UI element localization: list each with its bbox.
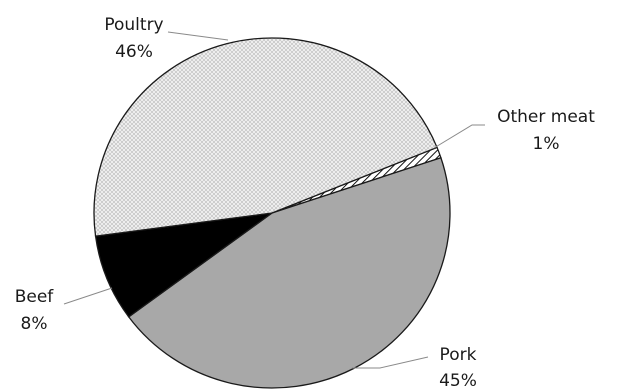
pie-slices [93,37,451,389]
slice-label-beef: Beef [15,287,55,307]
leader-lines [63,31,485,369]
leader-line-other-meat [433,124,485,149]
slice-label-poultry: Poultry [104,15,163,35]
slice-value-other-meat: 1% [533,134,560,154]
slice-value-beef: 8% [21,314,48,334]
leader-line-pork [352,356,429,369]
slice-value-pork: 45% [439,371,477,390]
slice-label-other-meat: Other meat [497,107,595,127]
slice-value-poultry: 46% [115,42,153,62]
leader-line-poultry [167,31,229,41]
pie-slice-poultry [93,37,438,237]
slice-labels: Poultry 46% Other meat 1% Pork 45% Beef … [15,15,596,390]
pie-slice-beef [94,212,273,318]
slice-label-pork: Pork [440,345,477,365]
leader-line-beef [63,287,113,305]
